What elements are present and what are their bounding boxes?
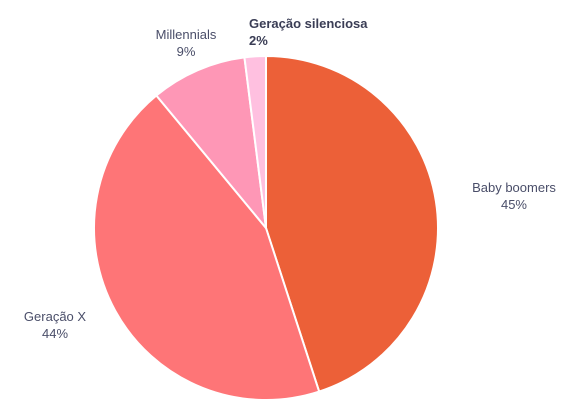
slice-name-geracao-x: Geração X: [23, 309, 87, 324]
pie-slice-geracao-silenciosa: [243, 55, 267, 229]
slice-label-geracao-x: Geração X 44%: [24, 308, 86, 342]
slice-label-baby-boomers: Baby boomers 45%: [472, 179, 556, 213]
slice-name-millennials: Millennials: [155, 27, 217, 42]
slice-percent-baby-boomers: 45%: [500, 197, 528, 212]
pie-slice-millennials: [155, 56, 267, 229]
slice-percent-geracao-x: 44%: [41, 326, 69, 341]
slice-name-geracao-silenciosa: Geração silenciosa: [249, 16, 368, 31]
slice-percent-millennials: 9%: [176, 44, 196, 59]
slice-label-millennials: Millennials 9%: [156, 26, 217, 60]
slice-name-baby-boomers: Baby boomers: [472, 180, 556, 195]
slice-label-geracao-silenciosa: Geração silenciosa 2%: [249, 15, 368, 49]
slice-percent-geracao-silenciosa: 2%: [249, 33, 268, 48]
pie-slice-baby-boomers: [265, 55, 439, 393]
pie-slice-geracao-x: [92, 94, 321, 401]
